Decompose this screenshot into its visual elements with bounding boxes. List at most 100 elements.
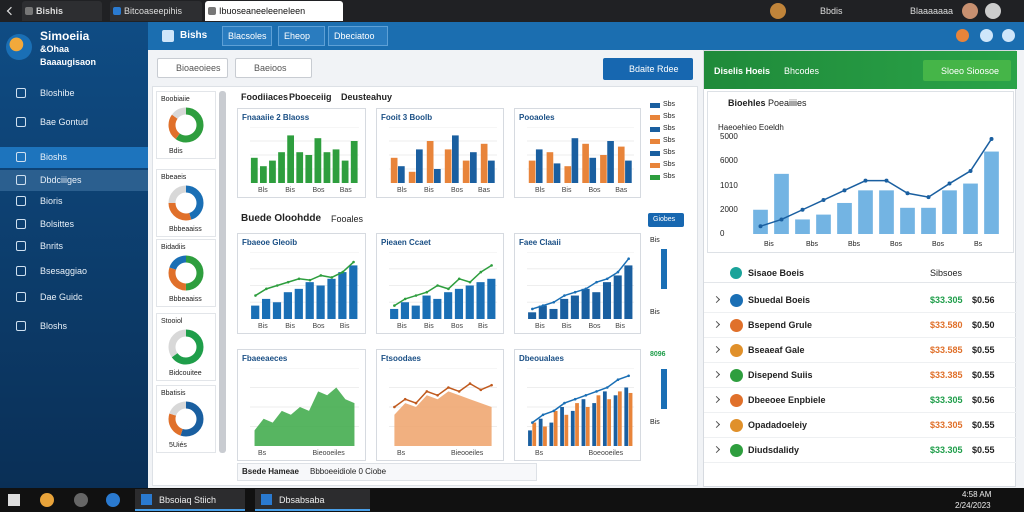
taskbar: Bbsoiaq Stiich Dbsabsaba 4:58 AM 2/24/2023 — [0, 488, 1024, 512]
chart-title: Pieaen Ccaet — [381, 238, 431, 247]
list-row[interactable]: Diudsdalidy $33.305 $0.55 — [704, 438, 1017, 463]
donut-chart — [168, 401, 204, 437]
legend-label: Sbs — [663, 101, 676, 108]
list-row[interactable]: Bseaeaf Gale $33.585 $0.55 — [704, 338, 1017, 363]
start-button[interactable] — [8, 494, 20, 506]
bar — [570, 410, 575, 446]
app-tab[interactable]: Blacsoles — [222, 26, 272, 46]
avatar[interactable] — [962, 3, 978, 19]
line-point — [627, 257, 630, 260]
nav-item[interactable]: Bioshs — [0, 147, 148, 168]
list-row[interactable]: Dbeeoee Enpbiele $33.305 $0.56 — [704, 388, 1017, 413]
line-point — [403, 297, 407, 301]
taskbar-item[interactable]: Dbsabsaba — [255, 489, 370, 511]
app-tab[interactable]: Dbeciatoo — [328, 26, 388, 46]
row-value: $33.585 — [930, 345, 963, 355]
chart-card: Pooaoles Bls Bis Bos Bas — [514, 108, 641, 198]
nav-item[interactable]: Bloshs — [0, 316, 148, 337]
chart-tab[interactable]: Poeaiiiies — [768, 98, 807, 108]
row-name: Dbeeoee Enpbiele — [748, 395, 826, 405]
side-bar — [661, 249, 667, 289]
app-tab[interactable]: Eheop — [278, 26, 325, 46]
search-input[interactable]: Bioaeoiees — [157, 58, 228, 78]
row-delta: $0.55 — [972, 445, 995, 455]
nav-item[interactable]: Bae Gontud — [0, 112, 148, 133]
browser-tab[interactable]: Ibuoseaneeleeneleen — [205, 1, 343, 21]
panel-button[interactable]: Sloeo Sioosoe — [923, 60, 1011, 81]
bar — [250, 157, 258, 183]
nav-item[interactable]: Bnrits — [0, 236, 148, 257]
app-action[interactable] — [980, 29, 993, 42]
chart-plot — [250, 368, 359, 446]
line-point — [563, 294, 566, 297]
nav-item[interactable]: Dae Guidc — [0, 287, 148, 308]
avatar[interactable] — [770, 3, 786, 19]
donut-segment — [168, 185, 204, 221]
browser-tab[interactable]: Bitcoaseepihis — [110, 1, 202, 21]
chart-tab[interactable]: Bioehles — [728, 98, 766, 108]
legend-swatch — [650, 151, 660, 156]
line-point — [605, 386, 609, 389]
bar — [613, 395, 618, 446]
taskbar-item-icon — [141, 494, 152, 505]
chart-card: Ftsoodaes Bs Bieooeiles — [376, 349, 504, 461]
line-point — [968, 168, 973, 173]
nav-item[interactable]: Bolsittes — [0, 214, 148, 235]
line-point — [393, 405, 396, 409]
donut-card: Bbeaeis Bbbeaaiss — [156, 169, 216, 237]
donut-label: Bidadiis — [161, 244, 186, 251]
row-name: Sbuedal Boeis — [748, 295, 811, 305]
line-point — [552, 300, 556, 304]
nav-item[interactable]: Bioris — [0, 191, 148, 212]
x-label: Boeooeiles — [588, 450, 624, 457]
taskbar-icon[interactable] — [74, 493, 88, 507]
bar — [272, 302, 282, 319]
taskbar-icon[interactable] — [106, 493, 120, 507]
line-point — [926, 195, 931, 200]
row-value: $33.305 — [930, 295, 963, 305]
app-action[interactable] — [956, 29, 969, 42]
primary-button[interactable]: Bdaite Rdee — [603, 58, 693, 80]
line-point — [414, 294, 418, 297]
app-action[interactable] — [1002, 29, 1015, 42]
line-point — [884, 178, 889, 183]
browser-tab[interactable]: Bishis — [22, 1, 102, 21]
line-point — [616, 378, 620, 381]
avatar[interactable] — [985, 3, 1001, 19]
nav-label: Bioshs — [40, 152, 68, 162]
list-row[interactable]: Bsepend Grule $33.580 $0.50 — [704, 313, 1017, 338]
line-point — [254, 294, 257, 297]
taskbar-item[interactable]: Bbsoiaq Stiich — [135, 489, 245, 511]
list-row[interactable]: Opadadoeleiy $33.305 $0.55 — [704, 413, 1017, 438]
bar — [607, 141, 614, 183]
bar — [575, 403, 579, 446]
bar — [476, 282, 485, 319]
nav-item[interactable]: Bsesaggiao — [0, 261, 148, 282]
line-point — [989, 137, 994, 141]
side-button[interactable]: Giobes — [648, 213, 684, 227]
chart-card: Bioehles Poeaiiiies Haeoehieo Eoeldh 5000 60… — [707, 91, 1014, 253]
taskbar-icon[interactable] — [40, 493, 54, 507]
line-point — [457, 277, 461, 281]
line-point — [468, 382, 472, 385]
line-point — [447, 287, 450, 291]
x-label: Bas — [339, 187, 352, 194]
list-row[interactable]: Disepend Suiis $33.385 $0.55 — [704, 363, 1017, 388]
bar — [305, 155, 313, 183]
row-name: Bseaeaf Gale — [748, 345, 805, 355]
search-input[interactable]: Baeioos — [235, 58, 312, 78]
side-bar — [661, 369, 667, 409]
x-label: Bis — [258, 323, 268, 330]
x-label: Bis — [285, 323, 295, 330]
x-label: Bs — [974, 241, 983, 248]
list-row[interactable]: Sbuedal Boeis $33.305 $0.56 — [704, 288, 1017, 313]
nav-item[interactable]: Dbdciiiges — [0, 170, 148, 191]
nav-item[interactable]: Bloshibe — [0, 83, 148, 104]
bar — [341, 160, 349, 183]
line-point — [490, 383, 493, 387]
bar — [487, 278, 496, 319]
bar — [444, 292, 453, 319]
donut-card: Stooiol Bidcouitee — [156, 313, 216, 381]
row-value: $33.305 — [930, 420, 963, 430]
